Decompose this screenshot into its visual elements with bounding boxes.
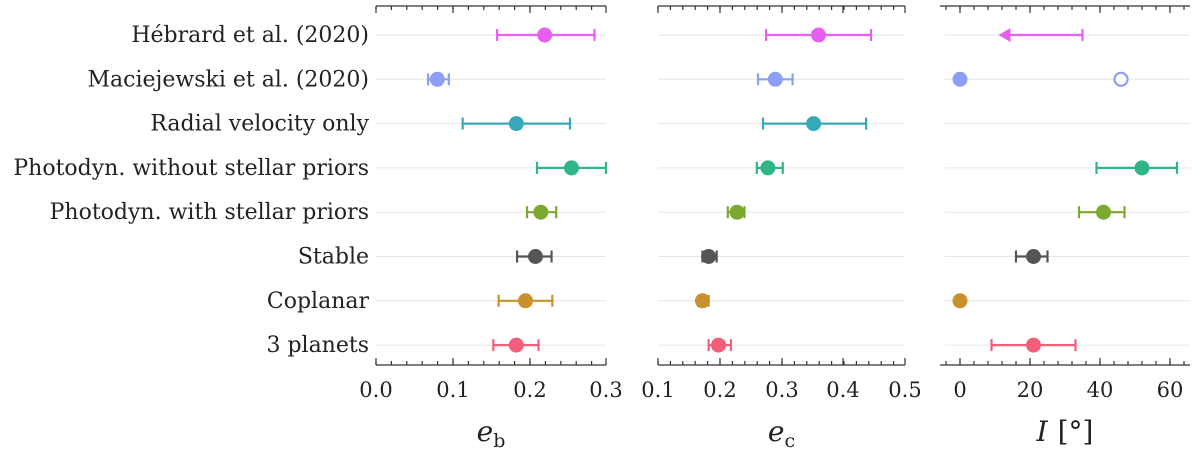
data-point [564, 160, 579, 176]
data-point [518, 293, 533, 309]
data-point [952, 71, 968, 87]
axis-title-main: e [477, 415, 494, 448]
data-point [527, 249, 543, 264]
tick-label: 40 [1087, 378, 1114, 402]
axis-title: ec [768, 415, 795, 452]
tick-label: 0.1 [436, 378, 469, 402]
row-label: Radial velocity only [150, 112, 369, 137]
panel-ec: 0.1 0.2 0.3 0.4 0.5 ec [641, 5, 922, 452]
tick-label: 0.0 [359, 378, 392, 402]
axis-title-subscript: b [493, 430, 505, 452]
data-point [811, 27, 827, 43]
data-point [694, 293, 710, 309]
row-label: Stable [298, 245, 369, 270]
row-label: Photodyn. with stellar priors [50, 200, 369, 225]
row-label: Photodyn. without stellar priors [13, 156, 369, 181]
data-point [508, 337, 524, 353]
data-point [1026, 249, 1041, 264]
axis-title-main: e [768, 415, 785, 448]
tick-label: 0.3 [589, 378, 622, 402]
data-point [537, 27, 553, 43]
data-point [1134, 160, 1150, 176]
row-label: 3 planets [266, 333, 369, 358]
data-point [429, 71, 445, 87]
data-point [1026, 337, 1041, 353]
row-labels: Hébrard et al. (2020) Maciejewski et al. … [13, 23, 369, 358]
tick-label: 0.4 [826, 378, 859, 402]
row-label: Maciejewski et al. (2020) [88, 67, 370, 92]
data-point [533, 204, 549, 220]
tick-label: 0.5 [888, 378, 921, 402]
data-point [701, 249, 717, 264]
axis-title-unit: [°] [1058, 415, 1094, 448]
data-point [1096, 204, 1111, 220]
tick-label: 0.3 [765, 378, 798, 402]
data-point [508, 116, 524, 132]
data-point-open [1113, 71, 1129, 87]
data-point [711, 337, 727, 353]
data-point [767, 71, 783, 87]
panel-inclination: 0 20 40 60 I [°] [940, 5, 1190, 448]
axis-title-main: I [1036, 415, 1049, 448]
tick-label: 0.2 [703, 378, 736, 402]
tick-label: 60 [1157, 378, 1184, 402]
axis-title: eb [477, 415, 506, 452]
data-point [729, 204, 745, 220]
tick-label: 0.2 [513, 378, 546, 402]
tick-label: 20 [1017, 378, 1044, 402]
data-point [806, 116, 822, 132]
data-point [760, 160, 776, 176]
axis-title-subscript: c [784, 430, 795, 452]
data-point [952, 293, 968, 309]
upper-limit-arrow [998, 28, 1011, 42]
row-label: Hébrard et al. (2020) [131, 23, 369, 48]
tick-label: 0.1 [641, 378, 674, 402]
axis-title: I [°] [1036, 415, 1094, 448]
row-label: Coplanar [267, 289, 370, 314]
panel-eb: 0.0 0.1 0.2 0.3 eb [359, 5, 623, 452]
tick-label: 0 [953, 378, 966, 402]
